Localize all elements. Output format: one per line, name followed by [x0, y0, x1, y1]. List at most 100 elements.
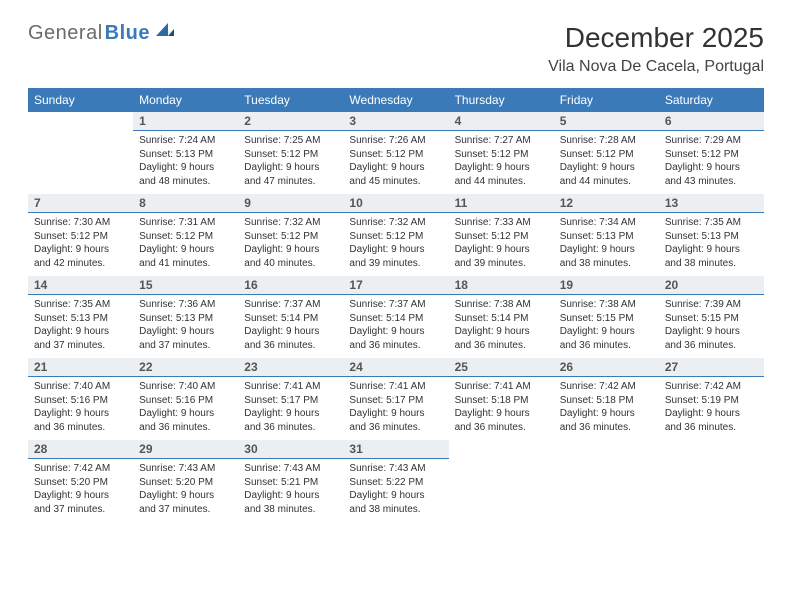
dow-saturday: Saturday [659, 88, 764, 112]
day-number: 29 [139, 442, 152, 456]
sunset-text: Sunset: 5:12 PM [349, 148, 442, 162]
sunrise-text: Sunrise: 7:43 AM [349, 462, 442, 476]
day-number-cell [449, 440, 554, 459]
sunrise-text: Sunrise: 7:43 AM [139, 462, 232, 476]
day-data-cell: Sunrise: 7:38 AMSunset: 5:15 PMDaylight:… [554, 295, 659, 359]
week-data-row: Sunrise: 7:35 AMSunset: 5:13 PMDaylight:… [28, 295, 764, 359]
day-number-cell: 30 [238, 440, 343, 459]
sunrise-text: Sunrise: 7:24 AM [139, 134, 232, 148]
daylight-text: Daylight: 9 hours [139, 489, 232, 503]
page-root: General Blue December 2025 Vila Nova De … [0, 0, 792, 544]
sunrise-text: Sunrise: 7:40 AM [139, 380, 232, 394]
sunset-text: Sunset: 5:12 PM [139, 230, 232, 244]
daylight-text: Daylight: 9 hours [349, 161, 442, 175]
day-number: 28 [34, 442, 47, 456]
day-number: 6 [665, 114, 672, 128]
daylight-text: Daylight: 9 hours [244, 243, 337, 257]
daylight-text: Daylight: 9 hours [139, 161, 232, 175]
day-number: 20 [665, 278, 678, 292]
sunset-text: Sunset: 5:16 PM [139, 394, 232, 408]
daylight-text: Daylight: 9 hours [665, 407, 758, 421]
day-data-cell: Sunrise: 7:30 AMSunset: 5:12 PMDaylight:… [28, 213, 133, 277]
daylight-text: and 37 minutes. [34, 503, 127, 517]
daylight-text: and 37 minutes. [139, 503, 232, 517]
daylight-text: and 36 minutes. [665, 339, 758, 353]
day-number-cell: 3 [343, 112, 448, 131]
sunrise-text: Sunrise: 7:26 AM [349, 134, 442, 148]
daylight-text: Daylight: 9 hours [455, 407, 548, 421]
sunset-text: Sunset: 5:17 PM [244, 394, 337, 408]
daylight-text: Daylight: 9 hours [560, 407, 653, 421]
day-data-cell: Sunrise: 7:41 AMSunset: 5:18 PMDaylight:… [449, 377, 554, 441]
sunset-text: Sunset: 5:18 PM [455, 394, 548, 408]
week-daynum-row: 14151617181920 [28, 276, 764, 295]
daylight-text: and 37 minutes. [139, 339, 232, 353]
day-data-cell: Sunrise: 7:29 AMSunset: 5:12 PMDaylight:… [659, 131, 764, 195]
daylight-text: Daylight: 9 hours [244, 489, 337, 503]
day-number: 17 [349, 278, 362, 292]
sunset-text: Sunset: 5:15 PM [665, 312, 758, 326]
daylight-text: and 36 minutes. [349, 421, 442, 435]
day-number: 4 [455, 114, 462, 128]
daylight-text: Daylight: 9 hours [139, 243, 232, 257]
daylight-text: and 36 minutes. [455, 339, 548, 353]
daylight-text: Daylight: 9 hours [34, 489, 127, 503]
daylight-text: Daylight: 9 hours [139, 325, 232, 339]
logo-text-blue: Blue [105, 22, 150, 45]
day-data-cell: Sunrise: 7:43 AMSunset: 5:22 PMDaylight:… [343, 459, 448, 523]
sunset-text: Sunset: 5:12 PM [560, 148, 653, 162]
sunrise-text: Sunrise: 7:32 AM [244, 216, 337, 230]
day-data-cell: Sunrise: 7:31 AMSunset: 5:12 PMDaylight:… [133, 213, 238, 277]
daylight-text: and 48 minutes. [139, 175, 232, 189]
day-number: 1 [139, 114, 146, 128]
sunrise-text: Sunrise: 7:41 AM [455, 380, 548, 394]
daylight-text: and 44 minutes. [455, 175, 548, 189]
week-data-row: Sunrise: 7:30 AMSunset: 5:12 PMDaylight:… [28, 213, 764, 277]
daylight-text: Daylight: 9 hours [244, 325, 337, 339]
day-data-cell: Sunrise: 7:34 AMSunset: 5:13 PMDaylight:… [554, 213, 659, 277]
daylight-text: and 38 minutes. [560, 257, 653, 271]
sunrise-text: Sunrise: 7:41 AM [244, 380, 337, 394]
day-number-cell: 16 [238, 276, 343, 295]
day-number-cell: 25 [449, 358, 554, 377]
daylight-text: Daylight: 9 hours [244, 407, 337, 421]
day-data-cell: Sunrise: 7:41 AMSunset: 5:17 PMDaylight:… [238, 377, 343, 441]
sunrise-text: Sunrise: 7:28 AM [560, 134, 653, 148]
day-number-cell: 15 [133, 276, 238, 295]
sunrise-text: Sunrise: 7:38 AM [560, 298, 653, 312]
day-number-cell: 8 [133, 194, 238, 213]
daylight-text: Daylight: 9 hours [349, 243, 442, 257]
day-number-cell: 9 [238, 194, 343, 213]
sunrise-text: Sunrise: 7:35 AM [665, 216, 758, 230]
day-number-cell: 21 [28, 358, 133, 377]
location-label: Vila Nova De Cacela, Portugal [548, 58, 764, 76]
sunset-text: Sunset: 5:12 PM [665, 148, 758, 162]
day-number: 8 [139, 196, 146, 210]
dow-monday: Monday [133, 88, 238, 112]
dow-sunday: Sunday [28, 88, 133, 112]
day-data-cell: Sunrise: 7:25 AMSunset: 5:12 PMDaylight:… [238, 131, 343, 195]
daylight-text: and 45 minutes. [349, 175, 442, 189]
daylight-text: and 38 minutes. [349, 503, 442, 517]
day-number-cell: 20 [659, 276, 764, 295]
day-number-cell: 24 [343, 358, 448, 377]
sunset-text: Sunset: 5:21 PM [244, 476, 337, 490]
dow-header-row: Sunday Monday Tuesday Wednesday Thursday… [28, 88, 764, 112]
daylight-text: and 36 minutes. [455, 421, 548, 435]
sunset-text: Sunset: 5:19 PM [665, 394, 758, 408]
daylight-text: and 39 minutes. [455, 257, 548, 271]
week-data-row: Sunrise: 7:24 AMSunset: 5:13 PMDaylight:… [28, 131, 764, 195]
day-data-cell: Sunrise: 7:41 AMSunset: 5:17 PMDaylight:… [343, 377, 448, 441]
day-number-cell [554, 440, 659, 459]
daylight-text: Daylight: 9 hours [34, 407, 127, 421]
day-number: 9 [244, 196, 251, 210]
calendar-table: Sunday Monday Tuesday Wednesday Thursday… [28, 88, 764, 522]
sunset-text: Sunset: 5:20 PM [34, 476, 127, 490]
sunset-text: Sunset: 5:12 PM [244, 230, 337, 244]
daylight-text: and 36 minutes. [665, 421, 758, 435]
day-number-cell: 26 [554, 358, 659, 377]
sunset-text: Sunset: 5:22 PM [349, 476, 442, 490]
sunrise-text: Sunrise: 7:37 AM [349, 298, 442, 312]
sunrise-text: Sunrise: 7:34 AM [560, 216, 653, 230]
daylight-text: Daylight: 9 hours [34, 325, 127, 339]
